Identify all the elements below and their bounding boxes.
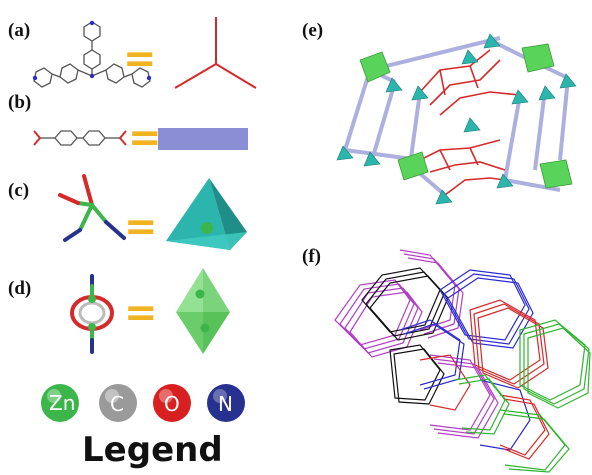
octahedron-symbol — [176, 268, 230, 354]
panel-label-e: (e) — [302, 20, 324, 41]
equals-sign-c: = — [124, 204, 158, 250]
framework-e-tripodal-links — [419, 49, 521, 196]
legend-atom-zn: Zn — [41, 384, 79, 422]
equals-sign-b: = — [128, 115, 162, 161]
svg-text:Zn: Zn — [49, 391, 75, 415]
tripodal-node-symbol — [174, 17, 257, 89]
panel-label-c: (c) — [8, 180, 30, 201]
net-red — [419, 299, 550, 460]
panel-label-b: (b) — [8, 92, 32, 113]
tetrahedron-symbol — [166, 178, 247, 250]
ligand-b-oxygen-atoms — [33, 130, 127, 146]
legend-atom-c: C — [99, 384, 137, 422]
framework-e-tetrahedra — [336, 33, 577, 205]
equals-sign-d: = — [124, 290, 158, 336]
svg-text:N: N — [218, 392, 233, 416]
panel-label-f: (f) — [302, 246, 321, 267]
ligand-b-molecule — [40, 130, 120, 146]
legend-atom-n: N — [207, 384, 245, 422]
linker-rod-symbol — [158, 128, 248, 150]
panel-label-d: (d) — [8, 278, 32, 299]
svg-text:O: O — [164, 392, 180, 416]
svg-text:C: C — [110, 392, 124, 416]
ligand-c-molecule — [58, 174, 126, 242]
panel-label-a: (a) — [8, 20, 31, 41]
ligand-a-nitrogen-atoms — [32, 20, 152, 81]
framework-e — [336, 33, 577, 205]
net-blue — [399, 269, 534, 451]
legend-atom-o: O — [153, 384, 191, 422]
net-magenta — [334, 249, 499, 439]
interpenetrated-nets-f — [334, 249, 591, 473]
equals-sign-a: = — [123, 36, 157, 82]
framework-e-octahedra — [359, 43, 573, 189]
net-green — [454, 319, 591, 473]
legend-title: Legend — [82, 430, 223, 470]
ligand-d-molecule — [70, 274, 114, 354]
